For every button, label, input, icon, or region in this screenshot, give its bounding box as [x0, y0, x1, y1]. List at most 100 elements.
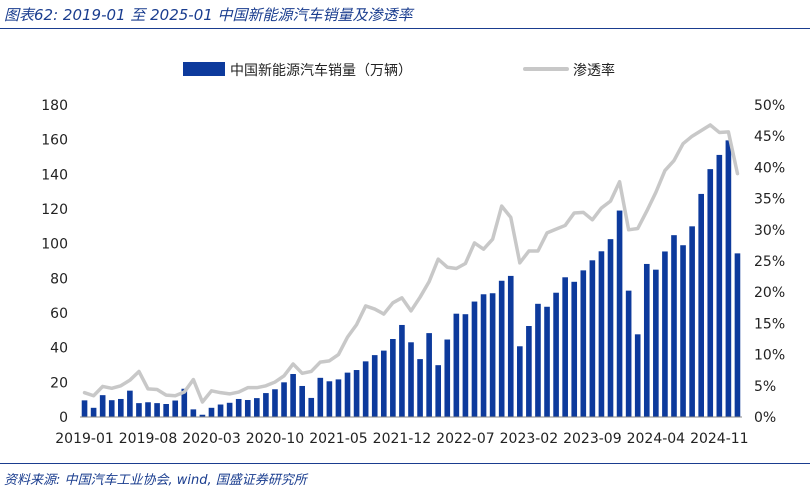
- bar-2019-09: [154, 403, 160, 417]
- bar-2020-11: [281, 382, 287, 417]
- top-rule: [0, 28, 810, 29]
- x-tick-label: 2024-04: [627, 431, 686, 447]
- x-tick-label: 2023-02: [500, 431, 559, 447]
- bar-2023-05: [553, 292, 559, 417]
- y-left-tick-label: 100: [41, 237, 68, 253]
- bar-2019-02: [90, 407, 97, 417]
- bar-2022-06: [453, 313, 460, 417]
- bar-2022-08: [471, 301, 478, 417]
- bar-2024-08: [689, 226, 695, 417]
- bar-2024-02: [634, 334, 641, 417]
- x-tick-label: 2021-12: [373, 431, 432, 447]
- bar-2021-01: [299, 385, 305, 417]
- y-right-tick-label: 40%: [754, 160, 785, 176]
- legend: 中国新能源汽车销量（万辆） 渗透率: [183, 62, 615, 79]
- bar-2020-03: [208, 407, 215, 417]
- bar-2021-07: [353, 370, 360, 417]
- bar-2021-08: [362, 361, 369, 417]
- penetration-line: [82, 123, 740, 404]
- bar-2021-09: [371, 355, 378, 417]
- y-right-tick-label: 10%: [754, 348, 785, 364]
- bar-2020-12: [290, 374, 296, 417]
- y-left-tick-label: 60: [50, 306, 68, 322]
- y-left-tick-label: 20: [50, 375, 68, 391]
- bar-2021-03: [317, 377, 324, 417]
- bar-2019-11: [172, 400, 179, 417]
- bar-2023-11: [607, 239, 614, 417]
- bar-2022-01: [408, 342, 414, 417]
- bar-2023-12: [616, 210, 623, 417]
- y-axis-right: 0% 5% 10% 15% 20% 25% 30% 35% 40% 45% 50%: [754, 98, 785, 426]
- bar-2024-06: [671, 235, 677, 417]
- bar-2020-05: [226, 402, 233, 417]
- bar-2020-10: [272, 389, 278, 417]
- bar-2024-07: [680, 245, 686, 417]
- y-right-tick-label: 45%: [754, 129, 785, 145]
- bar-2022-07: [462, 314, 469, 417]
- bar-series: [81, 140, 741, 418]
- bar-2019-01: [81, 400, 88, 417]
- bar-2024-05: [662, 251, 668, 417]
- bar-2024-11: [716, 154, 723, 418]
- bar-2021-02: [308, 397, 315, 417]
- bar-2023-04: [544, 306, 550, 417]
- y-right-tick-label: 0%: [754, 410, 776, 426]
- y-right-tick-label: 25%: [754, 254, 785, 270]
- bar-2021-10: [380, 350, 387, 417]
- y-left-tick-label: 40: [50, 341, 68, 357]
- source-note: 资料来源: 中国汽车工业协会, wind, 国盛证券研究所: [4, 473, 307, 488]
- bar-2022-11: [498, 280, 505, 417]
- bar-2024-04: [653, 269, 659, 417]
- bar-2023-10: [598, 251, 605, 417]
- legend-swatch-sales: [183, 62, 225, 76]
- bar-2022-09: [480, 294, 487, 417]
- bar-2024-09: [698, 193, 704, 417]
- x-tick-label: 2019-08: [119, 431, 178, 447]
- figure-title: 图表62: 2019-01 至 2025-01 中国新能源汽车销量及渗透率: [4, 6, 413, 24]
- bar-2021-11: [390, 339, 396, 417]
- y-left-tick-label: 140: [41, 167, 68, 183]
- bar-2024-10: [707, 169, 714, 417]
- bar-2023-03: [535, 303, 541, 417]
- x-tick-label: 2021-05: [309, 431, 368, 447]
- bar-2020-07: [244, 400, 251, 417]
- y-left-tick-label: 180: [41, 98, 68, 114]
- y-left-tick-label: 0: [59, 410, 68, 426]
- bar-2023-07: [571, 281, 578, 417]
- y-left-tick-label: 120: [41, 202, 68, 218]
- x-tick-label: 2020-03: [182, 431, 241, 447]
- x-tick-label: 2019-01: [55, 431, 114, 447]
- bottom-rule: [0, 463, 810, 464]
- bar-2023-08: [580, 270, 587, 417]
- x-axis: 2019-01 2019-08 2020-03 2020-10 2021-05 2021-…: [55, 416, 749, 447]
- bar-2023-02: [526, 326, 532, 417]
- bar-2023-09: [589, 260, 596, 417]
- y-right-tick-label: 50%: [754, 98, 785, 114]
- bar-2021-05: [335, 379, 342, 417]
- y-right-tick-label: 15%: [754, 316, 785, 332]
- bar-2019-08: [145, 402, 151, 417]
- y-right-tick-label: 5%: [754, 379, 776, 395]
- bar-2019-10: [163, 404, 169, 417]
- legend-label-penetration: 渗透率: [573, 62, 615, 79]
- bar-2022-12: [507, 275, 514, 417]
- bar-2024-03: [643, 263, 650, 417]
- bar-2019-03: [99, 395, 106, 417]
- bar-2019-07: [136, 403, 142, 417]
- legend-label-sales: 中国新能源汽车销量（万辆）: [230, 62, 412, 79]
- bar-2022-02: [417, 359, 423, 417]
- bar-2020-08: [254, 398, 260, 417]
- bar-2021-12: [399, 324, 405, 417]
- bar-2020-02: [199, 414, 206, 417]
- bar-2023-01: [517, 346, 523, 417]
- bar-2019-04: [108, 400, 115, 417]
- y-left-tick-label: 160: [41, 133, 68, 149]
- y-right-tick-label: 20%: [754, 285, 785, 301]
- bar-2024-12: [725, 140, 732, 418]
- x-tick-label: 2024-11: [690, 431, 749, 447]
- bar-2022-03: [426, 333, 432, 417]
- bar-2020-04: [217, 404, 224, 417]
- bar-2019-12: [181, 388, 188, 417]
- bar-2020-09: [263, 393, 269, 417]
